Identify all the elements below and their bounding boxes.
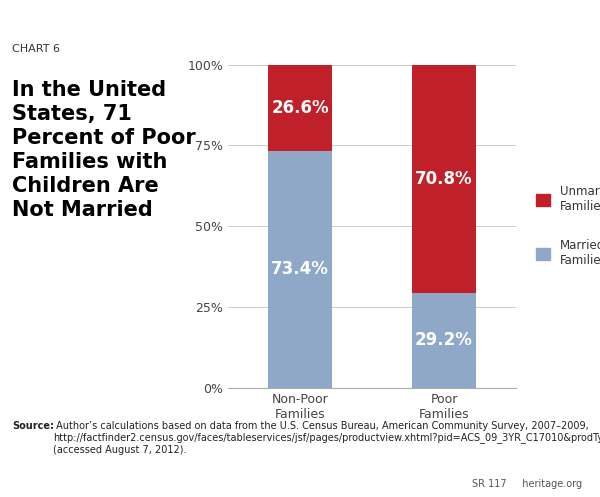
Bar <box>268 151 332 388</box>
Text: 70.8%: 70.8% <box>415 170 473 188</box>
Text: In the United
States, 71
Percent of Poor
Families with
Children Are
Not Married: In the United States, 71 Percent of Poor… <box>12 80 196 220</box>
Text: SR 117     heritage.org: SR 117 heritage.org <box>472 479 582 489</box>
Text: 73.4%: 73.4% <box>271 260 329 278</box>
Text: CHART 6: CHART 6 <box>12 44 60 54</box>
Text: 26.6%: 26.6% <box>271 98 329 117</box>
Text: Author’s calculations based on data from the U.S. Census Bureau, American Commun: Author’s calculations based on data from… <box>53 421 600 455</box>
Text: Source:: Source: <box>12 421 54 431</box>
Bar <box>412 65 476 293</box>
Text: 29.2%: 29.2% <box>415 331 473 349</box>
Bar <box>268 65 332 151</box>
Bar <box>412 293 476 388</box>
Legend: Unmarried
Families, Married
Families: Unmarried Families, Married Families <box>536 185 600 267</box>
